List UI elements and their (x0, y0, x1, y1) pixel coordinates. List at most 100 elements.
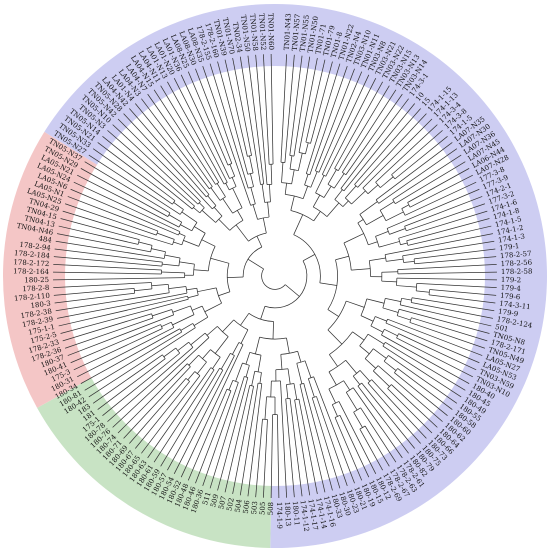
internal-branch (251, 371, 256, 386)
tip-branch (325, 78, 377, 177)
tip-branch (270, 414, 273, 498)
internal-branch (225, 183, 230, 191)
clade-arc (398, 238, 401, 245)
tip-label: 509 (209, 493, 220, 508)
tip-branch (343, 103, 416, 192)
clade-arc (223, 182, 228, 185)
clade-arc (354, 184, 358, 188)
internal-branch (197, 361, 207, 374)
clade-arc (392, 199, 396, 204)
internal-branch (249, 155, 254, 174)
internal-branch (385, 298, 402, 302)
clade-arc (410, 297, 413, 303)
internal-branch (138, 241, 153, 246)
clade-highlight-layer (3, 3, 548, 548)
internal-branch (236, 210, 244, 221)
clade-arc (226, 388, 232, 392)
internal-branch (235, 362, 243, 382)
internal-branch (327, 329, 343, 345)
internal-branch (381, 280, 397, 283)
tip-branch (313, 376, 355, 484)
tip-branch (102, 135, 193, 210)
tip-branch (62, 210, 173, 246)
internal-branch (375, 231, 389, 237)
tip-branch (371, 379, 427, 439)
clade-arc (304, 184, 311, 188)
tip-branch (375, 142, 453, 201)
tip-label: 484 (38, 235, 53, 245)
tip-branch (381, 334, 470, 384)
tip-branch (129, 378, 187, 444)
tip-branch (102, 352, 180, 417)
internal-branch (252, 204, 258, 220)
internal-branch (379, 201, 395, 211)
tip-branch (409, 174, 473, 208)
clade-arc (156, 230, 159, 236)
tip-branch (107, 347, 194, 422)
clade-arc (215, 287, 222, 304)
tip-branch (387, 318, 483, 356)
clade-arc (384, 254, 387, 262)
clade-arc (383, 355, 389, 362)
internal-branch (201, 239, 216, 247)
tip-branch (70, 188, 179, 236)
tip-branch (153, 369, 215, 463)
clade-arc (190, 305, 195, 315)
internal-branch (264, 396, 267, 420)
tip-branch (397, 264, 497, 270)
internal-branch (329, 354, 338, 367)
tip-branch (309, 65, 348, 175)
clade-arc (191, 205, 195, 210)
tip-branch (70, 324, 161, 364)
clade-arc (313, 206, 328, 217)
internal-branch (366, 298, 385, 304)
internal-branch (328, 388, 336, 404)
tip-branch (92, 148, 173, 205)
tip-label: 180-13 (283, 501, 292, 526)
clade-arc (334, 414, 341, 418)
tip-branch (359, 428, 383, 471)
tip-branch (62, 313, 152, 342)
internal-branch (293, 383, 298, 400)
internal-branch (172, 305, 191, 313)
tip-branch (58, 225, 139, 245)
tip-branch (84, 331, 182, 391)
internal-branch (250, 173, 254, 187)
clade-arc (296, 360, 306, 364)
internal-branch (353, 411, 363, 428)
internal-branch (352, 375, 361, 385)
clade-arc (308, 376, 314, 379)
tip-branch (255, 54, 268, 185)
tip-branch (173, 355, 235, 474)
internal-branch (293, 214, 304, 235)
tip-branch (160, 85, 220, 183)
clade-arc (209, 186, 213, 190)
tip-branch (55, 240, 165, 259)
internal-branch (305, 142, 309, 155)
clade-arc (315, 192, 325, 198)
tip-branch (367, 382, 421, 444)
internal-branch (323, 185, 332, 198)
internal-branch (179, 233, 186, 237)
clade-band-green (37, 354, 273, 548)
internal-branch (168, 286, 187, 289)
clade-arc (382, 342, 386, 347)
clade-arc (167, 212, 171, 217)
tip-branch (377, 365, 443, 422)
tip-branch (224, 385, 251, 493)
tip-branch (310, 61, 333, 144)
internal-branch (313, 211, 321, 222)
internal-branch (345, 360, 357, 374)
tip-label: 174-3-11 (499, 300, 531, 312)
internal-branch (310, 171, 318, 188)
clade-arc (428, 289, 430, 295)
internal-branch (214, 336, 229, 354)
internal-branch (193, 316, 209, 326)
tip-label: 179-1 (499, 242, 520, 252)
tip-branch (195, 390, 232, 484)
internal-branch (285, 284, 300, 297)
tip-branch (392, 154, 462, 200)
clade-arc (204, 332, 210, 338)
internal-branch (210, 257, 230, 264)
tip-branch (160, 367, 220, 467)
